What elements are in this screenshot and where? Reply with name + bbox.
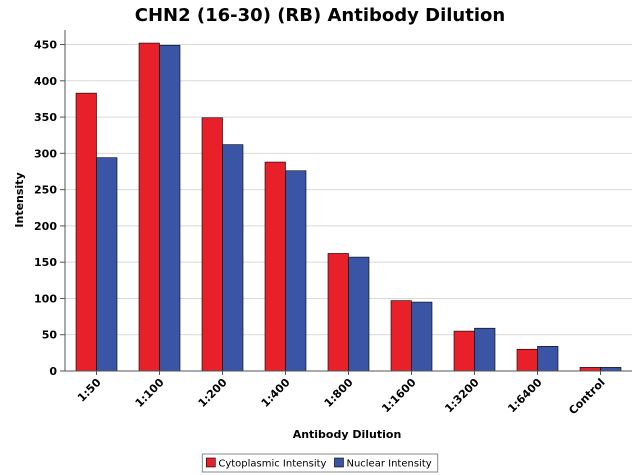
x-tick-label: 1:800 xyxy=(322,376,356,410)
y-tick-label: 0 xyxy=(49,365,57,378)
bar-nuclear-6 xyxy=(474,327,496,372)
bar-nuclear-0 xyxy=(96,157,118,372)
bar-cytoplasmic-8 xyxy=(579,367,601,372)
x-tick-label: 1:200 xyxy=(196,376,230,410)
x-tick-label: 1:6400 xyxy=(505,376,545,416)
legend-swatch-1 xyxy=(334,457,344,468)
y-tick-label: 300 xyxy=(34,147,57,160)
y-tick-label: 450 xyxy=(34,39,57,52)
legend: Cytoplasmic Intensity Nuclear Intensity xyxy=(201,453,439,473)
bar-cytoplasmic-1 xyxy=(138,42,160,372)
bar-cytoplasmic-6 xyxy=(453,330,475,372)
x-axis: 1:50 1:100 1:200 1:400 1:800 1:1600 1:3200 1:64… xyxy=(65,370,632,417)
y-axis-label: Intensity xyxy=(13,172,26,227)
y-tick-label: 200 xyxy=(34,220,57,233)
bar-nuclear-5 xyxy=(411,301,433,372)
bar-cytoplasmic-2 xyxy=(201,117,223,372)
bar-cytoplasmic-4 xyxy=(327,253,349,372)
y-axis: 0 50 100 150 200 250 300 350 400 450 xyxy=(34,30,66,378)
y-tick-label: 400 xyxy=(34,75,57,88)
legend-swatch-0 xyxy=(206,457,216,468)
bar-cytoplasmic-3 xyxy=(264,161,286,372)
x-tick-label: 1:400 xyxy=(259,376,293,410)
bar-nuclear-1 xyxy=(159,44,181,372)
y-tick-label: 150 xyxy=(34,256,57,269)
bar-cytoplasmic-0 xyxy=(75,92,97,372)
y-tick-label: 250 xyxy=(34,184,57,197)
y-tick-label: 50 xyxy=(42,329,58,342)
x-tick-label: 1:3200 xyxy=(442,376,482,416)
legend-box xyxy=(201,453,439,473)
x-tick-label: 1:1600 xyxy=(379,376,419,416)
bar-nuclear-8 xyxy=(600,367,622,372)
x-axis-label: Antibody Dilution xyxy=(293,428,402,441)
bar-nuclear-4 xyxy=(348,256,370,372)
legend-label-0: Cytoplasmic Intensity xyxy=(218,459,326,470)
bar-nuclear-2 xyxy=(222,144,244,372)
bar-cytoplasmic-7 xyxy=(516,348,538,372)
bar-cytoplasmic-5 xyxy=(390,300,412,372)
x-tick-label: Control xyxy=(566,376,607,417)
x-tick-label: 1:50 xyxy=(75,376,104,405)
chart-title: CHN2 (16-30) (RB) Antibody Dilution xyxy=(135,5,505,26)
y-tick-label: 350 xyxy=(34,111,57,124)
bar-nuclear-3 xyxy=(285,170,307,372)
y-tick-label: 100 xyxy=(34,292,57,305)
bar-nuclear-7 xyxy=(537,346,559,372)
legend-label-1: Nuclear Intensity xyxy=(346,459,431,470)
bars xyxy=(75,42,622,372)
x-tick-label: 1:100 xyxy=(133,376,167,410)
